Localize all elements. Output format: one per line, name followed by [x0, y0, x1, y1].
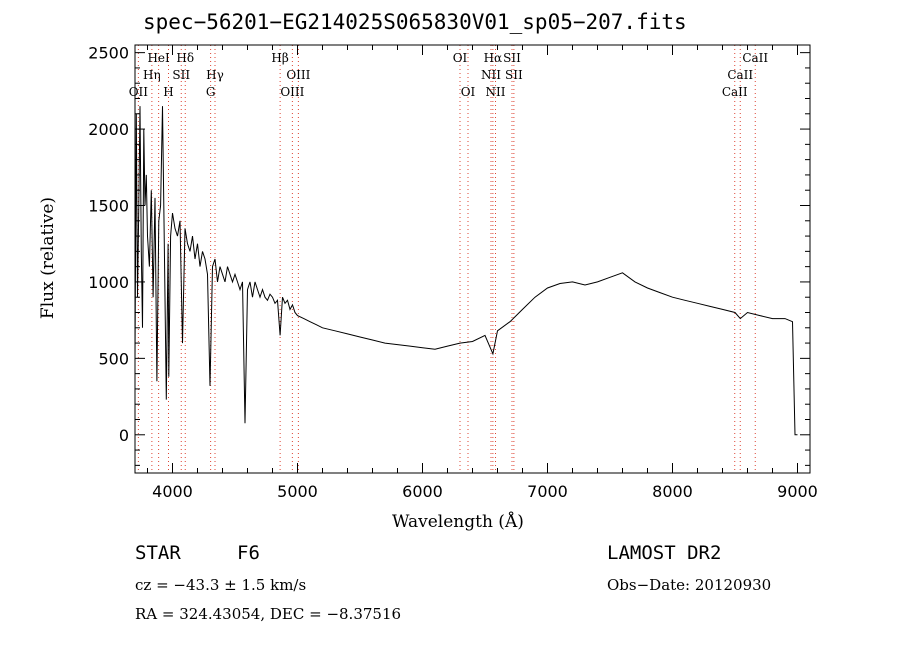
- chart-title: spec−56201−EG214025S065830V01_sp05−207.f…: [143, 10, 687, 34]
- spectrum-series: [134, 106, 798, 436]
- line-label: Hγ: [206, 68, 224, 82]
- redshift-text: cz = −43.3 ± 1.5 km/s: [135, 576, 307, 594]
- line-label: H: [163, 85, 173, 99]
- line-label: HeI: [147, 51, 170, 65]
- x-tick-label: 8000: [652, 482, 693, 501]
- line-label: SII: [503, 51, 521, 65]
- emission-line-markers: [137, 45, 756, 473]
- y-tick-label: 1500: [88, 197, 129, 216]
- line-label: OI: [453, 51, 468, 65]
- y-tick-label: 2500: [88, 44, 129, 63]
- y-tick-label: 0: [119, 426, 129, 445]
- line-label: Hβ: [271, 51, 288, 65]
- x-tick-label: 4000: [152, 482, 193, 501]
- line-label: SII: [172, 68, 190, 82]
- line-label: NII: [486, 85, 506, 99]
- y-tick-label: 1000: [88, 273, 129, 292]
- line-label: SII: [505, 68, 523, 82]
- axis-ticks: 4000 5000 6000 7000 8000 9000 0 500 1000 1500 2000…: [88, 44, 818, 501]
- line-label: OI: [461, 85, 476, 99]
- line-label: OII: [129, 85, 149, 99]
- line-label: CaII: [727, 68, 753, 82]
- line-label: OIII: [286, 68, 310, 82]
- x-tick-label: 7000: [527, 482, 568, 501]
- y-tick-label: 500: [98, 349, 129, 368]
- x-tick-label: 5000: [277, 482, 318, 501]
- x-axis-label: Wavelength (Å): [392, 512, 524, 532]
- line-label: NII: [481, 68, 501, 82]
- y-tick-label: 2000: [88, 120, 129, 139]
- class-label: STAR: [135, 542, 181, 564]
- line-label: CaII: [742, 51, 768, 65]
- line-label: OIII: [280, 85, 304, 99]
- line-label: Hα: [484, 51, 503, 65]
- x-tick-label: 6000: [402, 482, 443, 501]
- y-axis-label: Flux (relative): [38, 196, 58, 320]
- obs-date-text: Obs−Date: 20120930: [607, 576, 772, 594]
- line-label: Hη: [143, 68, 161, 82]
- subclass-label: F6: [237, 542, 260, 564]
- spectrum-line: [134, 106, 798, 436]
- line-label: G: [206, 85, 216, 99]
- survey-label: LAMOST DR2: [607, 542, 722, 564]
- plot-frame: [134, 44, 811, 474]
- line-label: Hδ: [176, 51, 194, 65]
- coords-text: RA = 324.43054, DEC = −8.37516: [135, 605, 402, 623]
- line-label: CaII: [722, 85, 748, 99]
- x-tick-label: 9000: [777, 482, 818, 501]
